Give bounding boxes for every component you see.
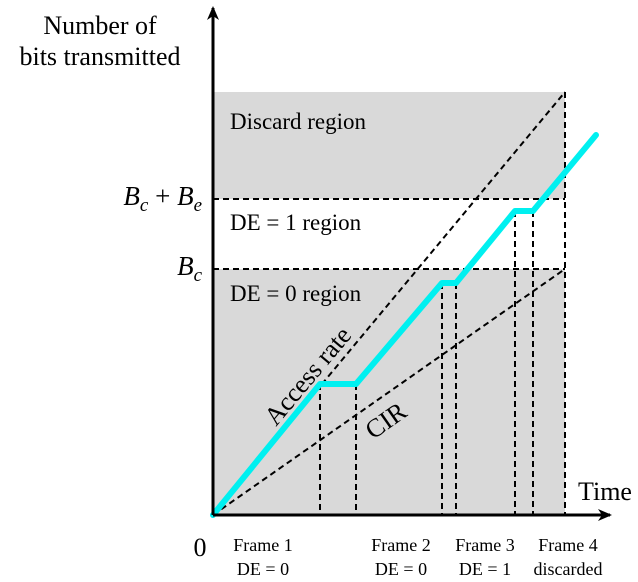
bc-plus-be-s1: c bbox=[140, 195, 149, 216]
de1-region-label: DE = 1 region bbox=[230, 210, 362, 235]
frame1-status: DE = 0 bbox=[237, 559, 289, 579]
frame4-status: discarded bbox=[534, 559, 603, 579]
bc-plus-be-b1: B bbox=[123, 181, 140, 211]
transmission-curve bbox=[210, 132, 599, 518]
discard-region-label: Discard region bbox=[230, 109, 367, 134]
de0-region-label: DE = 0 region bbox=[230, 281, 362, 306]
bc-plus-be-s2: e bbox=[194, 195, 202, 216]
y-axis-label-line2: bits transmitted bbox=[19, 42, 180, 71]
bc-plus-be-plus: + bbox=[148, 181, 177, 211]
bc-label: Bc bbox=[177, 251, 203, 286]
bc-plus-be-b2: B bbox=[177, 181, 194, 211]
bc-s: c bbox=[194, 265, 203, 286]
frame4-name: Frame 4 bbox=[538, 535, 597, 555]
frame2-name: Frame 2 bbox=[371, 535, 430, 555]
y-axis-label-line1: Number of bbox=[43, 11, 157, 40]
origin-label: 0 bbox=[194, 533, 207, 562]
cir-line bbox=[212, 268, 566, 516]
x-axis-label: Time bbox=[578, 477, 632, 506]
frame3-status: DE = 1 bbox=[459, 559, 511, 579]
frame1-name: Frame 1 bbox=[233, 535, 292, 555]
discard-region-area bbox=[213, 92, 565, 199]
frame3-name: Frame 3 bbox=[455, 535, 514, 555]
bc-b: B bbox=[177, 251, 194, 281]
frame2-status: DE = 0 bbox=[375, 559, 427, 579]
bc-plus-be-label: Bc + Be bbox=[123, 181, 202, 216]
